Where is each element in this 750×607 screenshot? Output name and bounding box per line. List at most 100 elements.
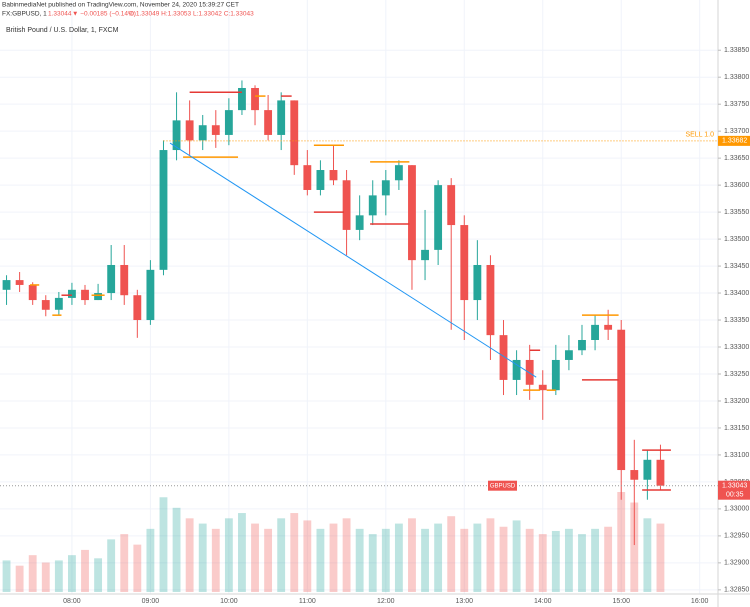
- volume-bar: [41, 562, 50, 592]
- candle-body: [408, 165, 416, 261]
- volume-bar: [460, 528, 469, 592]
- candle-body: [381, 180, 390, 196]
- candle-body: [146, 269, 155, 321]
- countdown: 00:35: [726, 492, 744, 499]
- symbol-tag: GBPUSD: [490, 483, 516, 489]
- volume-pane: [2, 492, 665, 592]
- candle-body: [421, 249, 429, 261]
- volume-bar: [172, 507, 181, 592]
- candle-body: [643, 459, 652, 480]
- y-tick-label: 1.33100: [724, 452, 749, 459]
- volume-bar: [224, 518, 233, 592]
- volume-bar: [525, 528, 534, 592]
- candle-body: [460, 225, 469, 301]
- y-tick-label: 1.32900: [724, 560, 749, 567]
- volume-bar: [578, 534, 586, 592]
- y-tick-label: 1.33400: [724, 290, 749, 297]
- symbol-tag-box: [488, 480, 517, 491]
- candle-body: [486, 264, 495, 336]
- candle-body: [578, 339, 586, 351]
- candle-body: [2, 280, 11, 290]
- volume-bar: [94, 558, 103, 592]
- y-tick-label: 1.33500: [724, 236, 749, 243]
- volume-bar: [81, 549, 89, 592]
- chart-title: British Pound / U.S. Dollar, 1, FXCM: [6, 27, 119, 34]
- volume-bar: [512, 520, 521, 592]
- volume-bar: [251, 523, 259, 592]
- candle-body: [41, 300, 50, 310]
- volume-bar: [68, 555, 76, 592]
- order-price-box: [718, 135, 750, 146]
- volume-bar: [303, 520, 312, 592]
- volume-bar: [277, 518, 286, 592]
- last-price: 1.33043: [722, 483, 747, 490]
- volume-bar: [499, 526, 508, 592]
- published-line: BabinmediaNet published on TradingView.c…: [2, 2, 239, 9]
- y-tick-label: 1.33600: [724, 182, 749, 189]
- candle-body: [617, 329, 626, 471]
- y-tick-label: 1.32950: [724, 533, 749, 540]
- volume-bar: [630, 502, 639, 592]
- candle-body: [251, 87, 259, 111]
- x-tick-label: 08:00: [63, 598, 81, 605]
- candle-body: [290, 100, 299, 166]
- candle-body: [342, 180, 351, 230]
- order-price: 1.33682: [722, 138, 747, 145]
- volume-bar: [2, 560, 11, 592]
- volume-bar: [290, 513, 299, 592]
- candle-body: [329, 170, 338, 181]
- x-tick-label: 10:00: [220, 598, 238, 605]
- candle-body: [564, 350, 573, 360]
- candle-body: [434, 185, 443, 250]
- candle-body: [224, 110, 233, 135]
- candle-body: [15, 280, 24, 285]
- volume-bar: [342, 518, 351, 592]
- volume-bar: [434, 523, 443, 592]
- volume-bar: [421, 528, 429, 592]
- candle-body: [120, 264, 129, 296]
- candle-body: [172, 120, 181, 151]
- y-tick-label: 1.33150: [724, 425, 749, 432]
- y-tick-label: 1.33450: [724, 263, 749, 270]
- volume-bar: [54, 560, 63, 592]
- volume-bar: [486, 518, 495, 592]
- candle-body: [211, 125, 220, 135]
- y-tick-label: 1.33350: [724, 317, 749, 324]
- volume-bar: [564, 528, 573, 592]
- volume-bar: [604, 526, 613, 592]
- volume-bar: [211, 528, 220, 592]
- candle-body: [538, 384, 547, 391]
- candle-body: [185, 120, 194, 141]
- y-tick-label: 1.33200: [724, 398, 749, 405]
- symbol: FX:GBPUSD, 1: [2, 11, 47, 18]
- y-tick-label: 1.33550: [724, 209, 749, 216]
- volume-bar: [551, 530, 560, 592]
- volume-bar: [159, 497, 168, 592]
- candle-body: [54, 297, 63, 310]
- volume-bar: [368, 534, 377, 592]
- x-tick-label: 11:00: [299, 598, 316, 605]
- y-tick-label: 1.33650: [724, 155, 749, 162]
- candle-body: [368, 195, 377, 216]
- volume-bar: [329, 523, 338, 592]
- volume-bar: [591, 528, 599, 592]
- volume-bar: [355, 528, 364, 592]
- candle-body: [277, 100, 286, 135]
- candle-body: [604, 324, 613, 330]
- volume-bar: [316, 528, 325, 592]
- candle-body: [198, 125, 207, 141]
- x-tick-label: 09:00: [142, 598, 160, 605]
- candle-body: [159, 150, 168, 270]
- volume-bar: [185, 518, 194, 592]
- volume-bar: [643, 518, 652, 592]
- candle-body: [355, 215, 364, 230]
- volume-bar: [408, 518, 416, 592]
- ohlc: O:1.33049 H:1.33053 L:1.33042 C:1.33043: [129, 11, 254, 18]
- volume-bar: [538, 534, 547, 592]
- y-tick-label: 1.33300: [724, 344, 749, 351]
- volume-bar: [238, 513, 246, 592]
- axes: 1.328501.329001.329501.330001.330501.331…: [63, 47, 750, 605]
- candle-body: [316, 170, 325, 190]
